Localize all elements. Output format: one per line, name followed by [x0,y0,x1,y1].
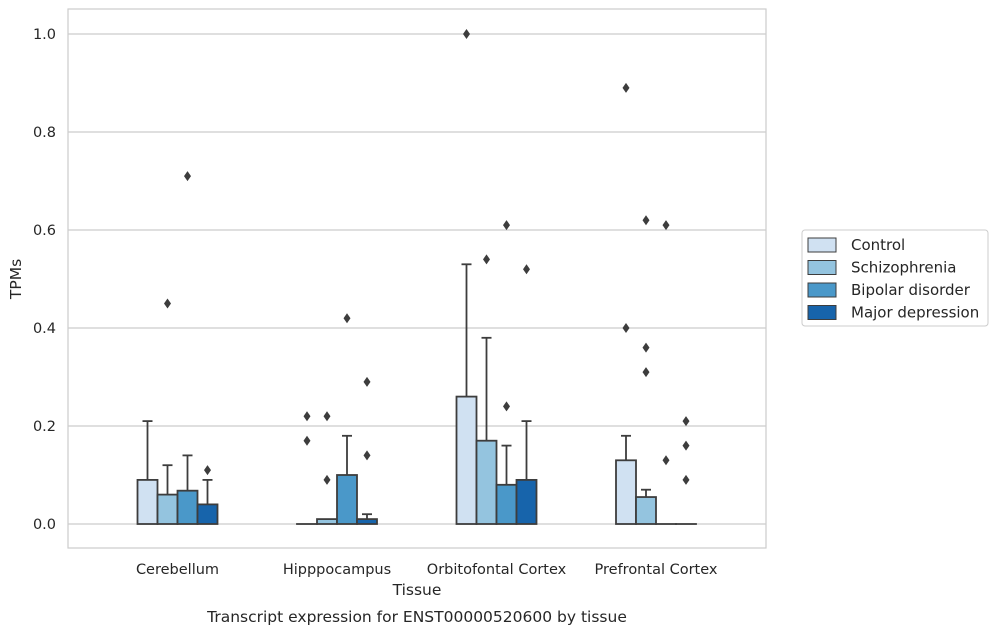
outlier-point [303,435,311,446]
outlier-point [682,474,690,485]
legend-swatch [807,237,837,253]
outlier-point [164,298,171,309]
bar [515,478,538,525]
outlier-point [483,254,490,265]
legend-label: Major depression [851,304,979,322]
legend: Control Schizophrenia Bipolar disorder Majo… [801,229,989,327]
bar [356,518,378,525]
legend-label: Schizophrenia [851,259,956,277]
y-tick-label: 0.8 [33,125,56,141]
bar [196,503,219,525]
outlier-point [303,411,311,422]
outlier-point [682,416,690,427]
outlier-point [523,264,530,275]
outlier-point [343,313,351,324]
legend-swatch [807,260,837,275]
outlier-point [363,450,371,461]
legend-label: Bipolar disorder [851,281,971,299]
plot-area [68,9,766,548]
outlier-point [323,411,331,422]
outlier-point [622,82,630,93]
legend-swatch [807,282,837,298]
outlier-point [662,220,670,231]
plot-frame [67,8,767,549]
legend-label: Control [851,236,905,254]
bar [156,493,179,525]
outlier-point [622,323,630,333]
outlier-point [642,367,650,378]
bar [495,483,518,525]
chart-marks [136,29,697,525]
x-tick-labels: Cerebellum Hipppocampus Orbitofontal Corte… [136,562,718,578]
outlier-point [682,440,690,451]
outlier-point [463,29,470,39]
outlier-point [642,342,650,353]
outlier-point [503,401,510,412]
x-tick-label: Hipppocampus [283,562,391,578]
bar [136,478,159,525]
bar [336,474,358,525]
bar [635,496,657,525]
outlier-point [662,455,670,466]
outlier-point [503,220,510,231]
outlier-point [204,465,211,476]
outlier-point [184,171,191,182]
bar [475,439,498,525]
y-tick-label: 0.6 [33,223,56,239]
x-axis-title: Tissue [392,581,442,599]
y-tick-label: 0.0 [33,517,56,533]
bar [316,518,338,525]
bar [615,459,637,525]
legend-frame [801,229,989,327]
bar [455,395,478,525]
outlier-point [323,474,331,485]
x-tick-label: Cerebellum [136,562,219,578]
y-tick-label: 0.2 [33,419,56,435]
y-tick-label: 1.0 [33,27,56,43]
outlier-point [363,376,371,387]
x-tick-label: Orbitofontal Cortex [427,562,567,578]
outlier-point [642,215,650,226]
y-axis-title: TPMs [7,259,25,300]
bar [176,489,199,525]
y-tick-labels: 0.0 0.2 0.4 0.6 0.8 1.0 [33,27,56,533]
y-tick-label: 0.4 [33,321,56,337]
x-tick-label: Prefrontal Cortex [595,562,718,578]
legend-swatch [807,305,837,320]
chart-title: Transcript expression for ENST0000052060… [206,608,627,626]
